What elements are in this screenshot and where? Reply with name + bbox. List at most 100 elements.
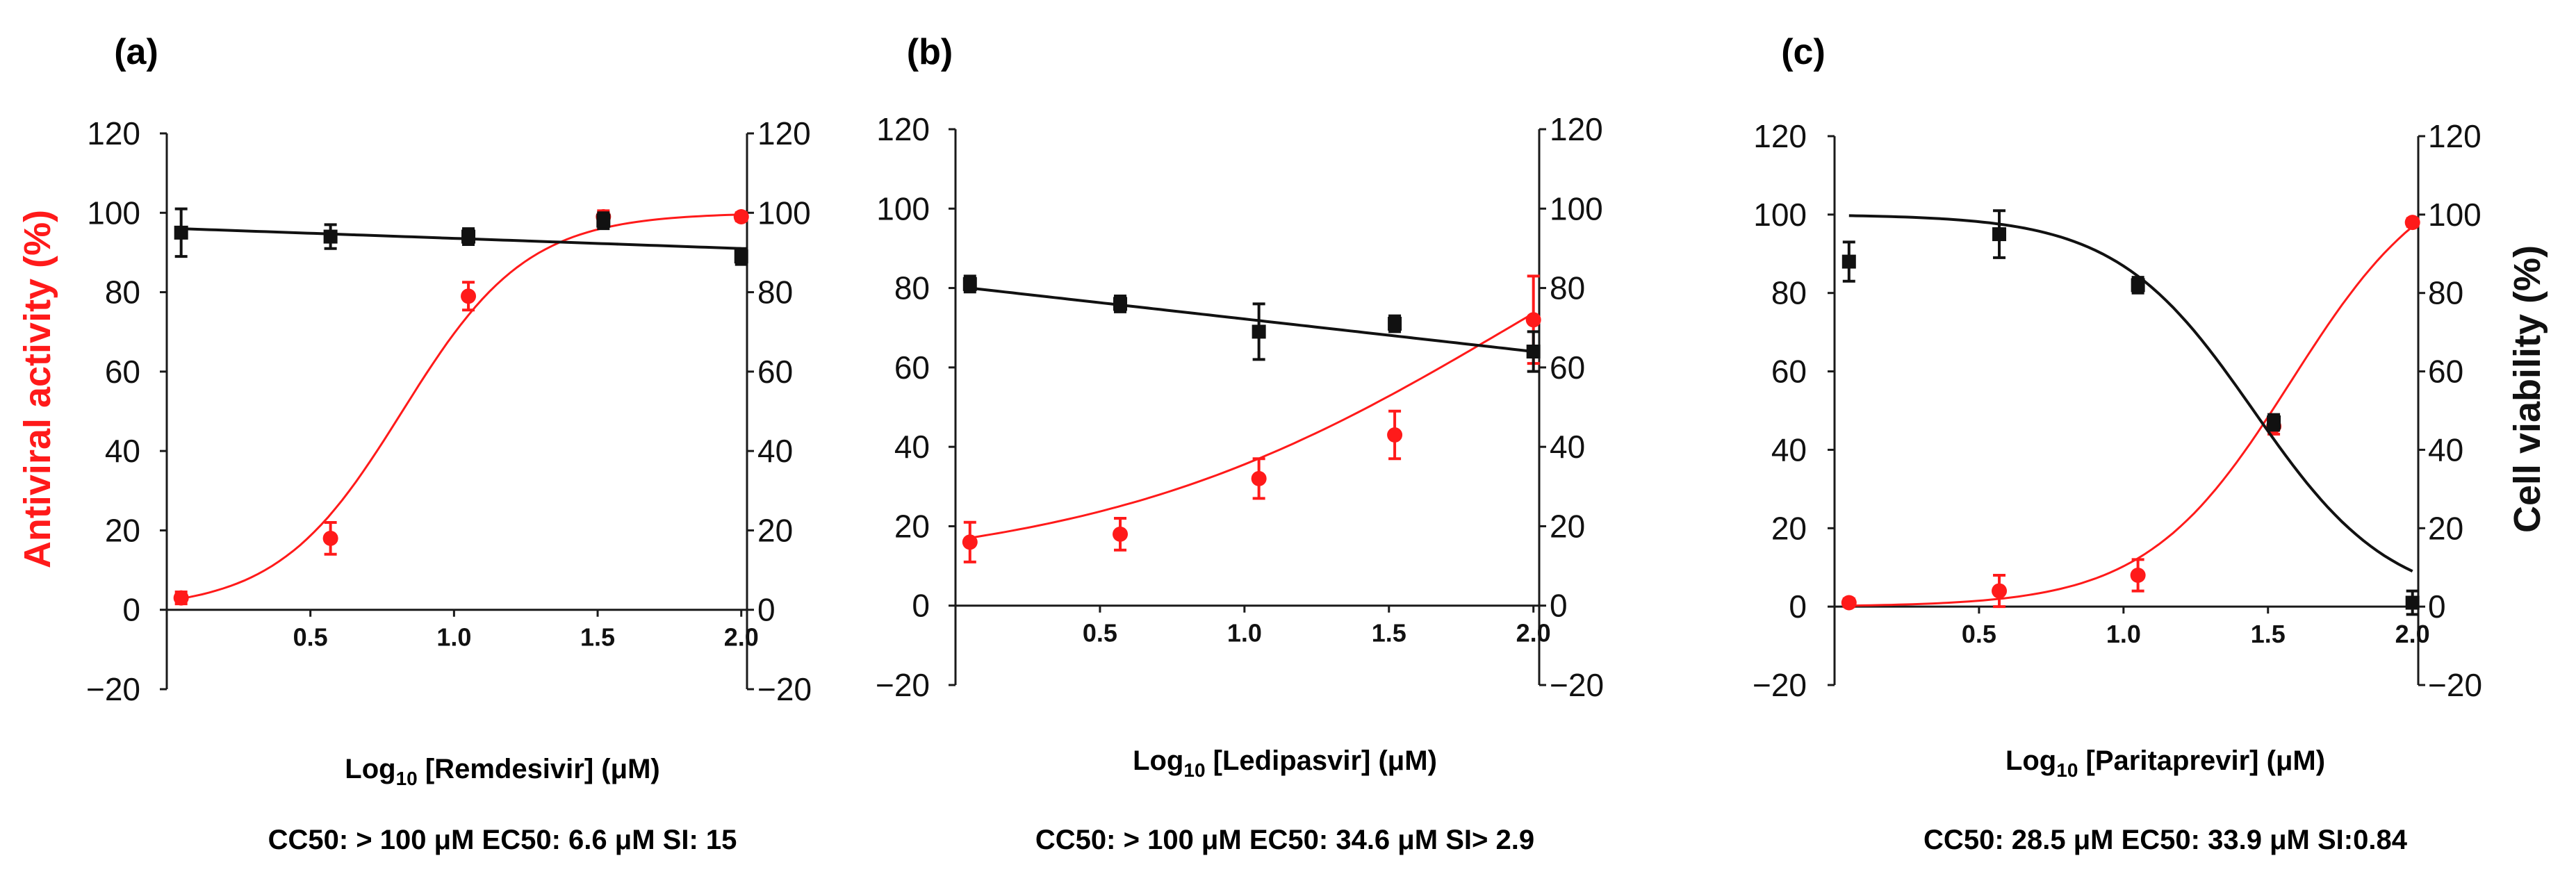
panel-b-label: (b) [907,32,953,72]
right-axis-label: Cell viability (%) [2507,245,2548,533]
panel-a-viability-fit-curve [181,227,741,250]
panel-b-xtick-label: 1.0 [1227,619,1262,648]
panel-b-antiviral-point [1251,470,1267,486]
panel-c-xlabel-suffix: [Paritaprevir] (μM) [2078,745,2325,776]
panel-b-xlabel-prefix: Log [1133,745,1183,776]
panel-c-viability-point [2131,278,2145,292]
panel-a-ytick-label-left: 40 [105,433,140,469]
panel-b-ytick-label-left: 20 [894,508,930,544]
panel-c-antiviral-point [1992,583,2008,599]
panel-c: (c) −20 −20 0 0 20 20 40 40 60 60 80 80 100 100 120 120… [1753,32,2482,855]
panel-b-ytick-label-right: 40 [1550,429,1585,465]
panel-a-antiviral-point [173,590,189,606]
panel-a-viability-point [461,229,476,244]
panel-c-ytick-label-right: 100 [2428,197,2481,233]
panel-b-ytick-label-right: 60 [1550,349,1585,386]
panel-c-ytick-label-right: 0 [2428,588,2446,625]
panel-c-antiviral-point [2404,215,2420,231]
panel-c-ytick-label-right: 20 [2428,510,2463,546]
panel-b-ytick-label-left: 120 [876,111,930,147]
panel-b-viability-point [1113,297,1128,311]
panel-a-xtick-label: 1.5 [580,623,615,652]
panel-b-ytick-label-left: 0 [912,588,930,624]
panel-c-antiviral-point [1841,595,1857,611]
panel-c-plot: −20 −20 0 0 20 20 40 40 60 60 80 80 100 100 120 120 0.5 1… [1753,118,2482,703]
panel-a: (a) −20 −20 0 0 20 20 40 40 60 60 80 80 100 100 120 120… [86,32,812,855]
panel-b-ytick-label-right: 120 [1550,111,1603,147]
panel-a-ytick-label-left: 80 [105,274,140,311]
panel-a-ytick-label-left: 20 [105,512,140,548]
panel-a-metrics: CC50: > 100 μM EC50: 6.6 μM SI: 15 [268,825,737,855]
panel-b-antiviral-point [962,534,978,550]
panel-c-ytick-label-left: 120 [1753,118,1807,154]
panel-c-metrics: CC50: 28.5 μM EC50: 33.9 μM SI:0.84 [1923,825,2408,855]
panel-b-ytick-label-left: 40 [894,429,930,465]
panel-c-ytick-label-left: 100 [1753,197,1807,233]
panel-a-xtick-label: 2.0 [724,623,759,652]
panel-b-ytick-label-left: 80 [894,270,930,306]
panel-c-xlabel: Log10 [Paritaprevir] (μM) [2005,745,2325,781]
panel-a-xtick-label: 0.5 [293,623,328,652]
panel-a-ytick-label-left: −20 [86,671,140,707]
panel-b-viability-point [1526,345,1541,358]
panel-c-ytick-label-right: 60 [2428,354,2463,390]
panel-c-ytick-label-left: 60 [1771,354,1807,390]
panel-b: (b) −20 −20 0 0 20 20 40 40 60 60 80 80 100 100 120 120… [876,32,1604,855]
panel-b-ytick-label-right: −20 [1550,667,1604,703]
panel-b-ytick-label-left: 100 [876,190,930,226]
panel-b-ytick-label-right: 80 [1550,270,1585,306]
panel-a-antiviral-fit-curve [181,213,741,600]
panel-a-viability-point [734,249,748,264]
panel-a-ytick-label-right: 120 [757,115,811,151]
panel-c-xtick-label: 1.5 [2251,620,2286,648]
panel-b-viability-point [962,277,977,291]
panel-b-xtick-label: 2.0 [1516,619,1551,648]
panel-b-ytick-label-right: 0 [1550,588,1568,624]
panel-b-antiviral-fit-curve [969,312,1534,539]
panel-a-ytick-label-right: 60 [757,354,793,390]
panel-b-xlabel-sub: 10 [1183,759,1205,781]
panel-c-viability-point [1841,254,1856,269]
panel-a-ytick-label-right: 100 [757,195,811,231]
panel-a-xlabel: Log10 [Remdesivir] (μM) [345,754,659,789]
panel-c-ytick-label-left: 0 [1789,588,1807,625]
panel-a-xlabel-prefix: Log [345,754,395,784]
panel-c-viability-fit-curve [1848,214,2413,572]
panel-b-xtick-label: 1.5 [1372,619,1406,648]
panel-a-ytick-label-right: 20 [757,512,793,548]
panel-b-antiviral-point [1387,427,1403,443]
panel-b-metrics: CC50: > 100 μM EC50: 34.6 μM SI> 2.9 [1035,825,1534,855]
panel-a-viability-point [323,229,338,244]
panel-c-xlabel-sub: 10 [2056,759,2078,781]
panel-a-ytick-label-right: −20 [757,671,812,707]
panel-c-viability-point [2267,415,2281,429]
panel-c-ytick-label-right: 120 [2428,118,2481,154]
panel-c-ytick-label-left: 20 [1771,510,1807,546]
panel-c-xtick-label: 0.5 [1962,620,1996,648]
panel-c-label: (c) [1781,32,1826,72]
panel-a-antiviral-point [733,209,749,224]
panel-a-ytick-label-left: 60 [105,354,140,390]
panel-b-xtick-label: 0.5 [1083,619,1117,648]
panel-a-viability-point [596,213,611,228]
panel-b-xlabel: Log10 [Ledipasvir] (μM) [1133,745,1437,781]
panel-c-ytick-label-left: 80 [1771,275,1807,311]
panel-b-ytick-label-right: 100 [1550,190,1603,226]
panel-a-ytick-label-right: 0 [757,592,776,628]
panel-c-viability-point [2405,595,2420,610]
panel-a-xlabel-sub: 10 [396,768,418,789]
panel-a-antiviral-point [461,288,477,304]
panel-a-xlabel-suffix: [Remdesivir] (μM) [418,754,660,784]
panel-c-ytick-label-left: −20 [1753,667,1807,703]
panel-a-ytick-label-right: 80 [757,274,793,311]
panel-c-ytick-label-right: −20 [2428,667,2482,703]
panel-a-ytick-label-left: 120 [87,115,140,151]
panel-a-antiviral-point [322,530,338,546]
panel-c-xtick-label: 1.0 [2106,620,2141,648]
left-axis-label: Antiviral activity (%) [17,210,58,568]
panel-b-ytick-label-right: 20 [1550,508,1585,544]
panel-b-xlabel-suffix: [Ledipasvir] (μM) [1206,745,1437,776]
panel-a-viability-point [174,225,188,240]
panel-b-ytick-label-left: 60 [894,349,930,386]
